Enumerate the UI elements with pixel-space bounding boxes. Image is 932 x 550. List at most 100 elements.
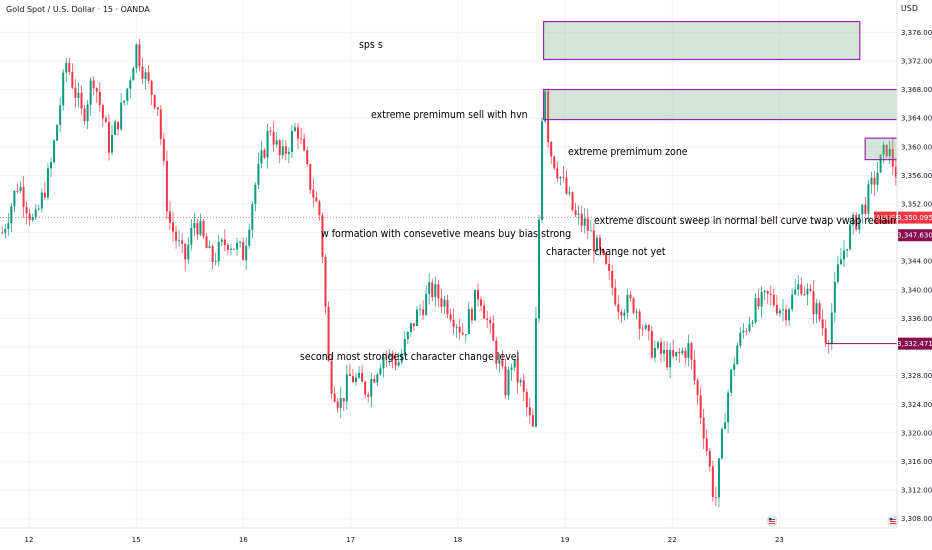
zone-box[interactable] (542, 88, 932, 121)
candle-body (586, 218, 589, 231)
candle-body (397, 362, 400, 366)
candle-body (190, 227, 193, 245)
candle-body (717, 458, 720, 498)
candle-body (178, 240, 181, 242)
candle-body (556, 168, 559, 179)
time-tick-label: 22 (668, 536, 677, 544)
candle-body (53, 140, 56, 163)
candle-body (684, 350, 687, 358)
candle-body (547, 91, 550, 143)
candle-body (724, 422, 727, 429)
price-axis[interactable]: 3,376.000 3,372.000 3,368.000 3,364.000 3,36… (896, 0, 932, 550)
candle-body (492, 323, 495, 341)
candle-body (74, 87, 77, 98)
time-tick-label: 16 (239, 536, 248, 544)
candle-body (656, 342, 659, 348)
candle-body (824, 328, 827, 343)
zone-label[interactable]: extreme premimum sell with hvn (371, 109, 528, 121)
candle-body (489, 320, 492, 324)
currency-unit[interactable]: USD (900, 4, 918, 13)
us-flag-stripe (768, 523, 776, 524)
candle-body (574, 210, 577, 215)
candle-body (739, 332, 742, 346)
candle-body (797, 284, 800, 290)
candle-body (1, 232, 4, 234)
candle-body (858, 214, 861, 230)
annotation-text[interactable]: w formation with consevetive means buy b… (321, 228, 571, 240)
candle-body (873, 177, 876, 185)
candle-body (56, 124, 59, 141)
chart-title: Gold Spot / U.S. Dollar · 15 · OANDA (6, 5, 150, 14)
candle-body (470, 309, 473, 321)
candle-body (138, 44, 141, 67)
candle-body (254, 184, 257, 205)
candle-body (611, 270, 614, 288)
candle-body (678, 351, 681, 354)
candle-body (318, 201, 321, 216)
candle-body (403, 339, 406, 354)
candle-body (754, 298, 757, 323)
candle-body (233, 248, 235, 250)
candle-body (882, 144, 885, 155)
candle-body (751, 322, 754, 324)
candle-body (809, 288, 812, 292)
candle-body (217, 241, 220, 262)
annotation-text[interactable]: extreme discount sweep in normal bell cu… (594, 215, 911, 227)
candle-body (513, 359, 516, 368)
price-tick-label: 3,364.000 (901, 115, 932, 123)
candle-body (833, 281, 836, 313)
candle-body (519, 380, 522, 383)
zone-label[interactable]: sps s (359, 39, 383, 51)
candle-body (818, 303, 821, 320)
candle-body (461, 332, 464, 335)
zones[interactable] (542, 20, 932, 161)
candle-body (330, 360, 333, 394)
annotations[interactable]: sps s extreme premimum sell with hvn extre… (300, 39, 911, 363)
candle-body (806, 288, 809, 295)
candle-body (815, 303, 818, 315)
candle-body (480, 299, 483, 306)
candle-body (107, 122, 110, 153)
candle-body (464, 334, 467, 335)
candle-body (544, 91, 547, 122)
annotation-text[interactable]: second most strongest character change l… (300, 351, 519, 363)
candle-body (583, 218, 586, 226)
candle-body (647, 325, 650, 331)
candle-body (379, 368, 382, 375)
candle-body (147, 72, 150, 81)
candle-body (516, 359, 519, 383)
candle-body (440, 298, 443, 307)
candle-body (788, 309, 791, 321)
price-tick-label: 3,316.000 (901, 458, 932, 466)
zone-box[interactable] (542, 20, 861, 61)
candle-body (736, 345, 739, 365)
annotation-text[interactable]: character change not yet (546, 246, 666, 258)
candle-body (559, 177, 562, 179)
candle-body (287, 151, 290, 154)
candle-body (467, 309, 470, 335)
candle-body (364, 381, 367, 395)
candle-body (568, 192, 571, 194)
zone-label[interactable]: extreme premimum zone (568, 146, 688, 158)
candle-body (77, 92, 80, 98)
candle-body (812, 291, 815, 315)
candle-body (144, 72, 147, 79)
price-tick-label: 3,360.000 (901, 143, 932, 151)
candle-body (382, 356, 385, 369)
candle-body (531, 415, 534, 427)
candle-body (742, 330, 745, 333)
candle-body (156, 107, 159, 110)
candle-body (278, 140, 281, 156)
candle-body (394, 359, 397, 366)
grid (0, 0, 897, 528)
candle-body (538, 219, 540, 319)
candle-body (836, 264, 839, 282)
us-flag-canton (768, 518, 772, 521)
candle-body (721, 428, 723, 459)
candle-body (309, 164, 312, 190)
time-axis[interactable]: 12 15 16 17 18 19 22 23 (0, 515, 899, 544)
candle-body (7, 223, 10, 229)
candle-body (504, 366, 507, 396)
candle-body (452, 319, 455, 328)
